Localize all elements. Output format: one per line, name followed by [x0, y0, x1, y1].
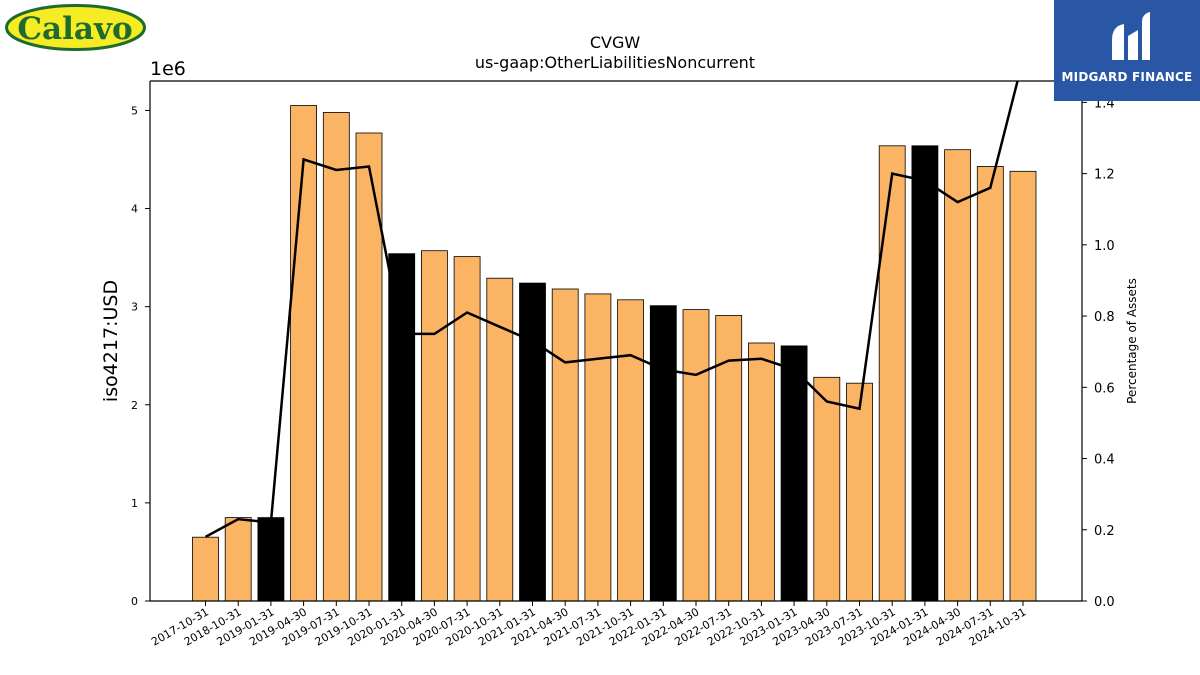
bar	[388, 253, 416, 602]
bar	[519, 282, 546, 602]
midgard-finance-emblem	[1112, 12, 1150, 60]
y2-tick-label: 0.4	[1094, 453, 1115, 468]
y2-tick-label: 0.8	[1094, 310, 1115, 325]
bar	[878, 145, 906, 602]
bar	[355, 132, 383, 602]
y-axis-label: iso4217:USD	[100, 280, 122, 402]
bar	[584, 293, 612, 602]
bar	[846, 382, 873, 602]
calavo-logo: Calavo	[5, 4, 146, 51]
bar	[453, 256, 481, 602]
bar	[290, 105, 318, 602]
y-tick-label: 3	[131, 301, 138, 314]
bar	[257, 517, 285, 602]
calavo-logo-wordmark: Calavo	[17, 11, 132, 47]
series-line	[204, 81, 1019, 538]
midgard-finance-logo: MIDGARD FINANCE	[1054, 0, 1200, 101]
bar	[1009, 170, 1037, 602]
bar	[649, 305, 677, 602]
bar	[224, 517, 252, 602]
bar	[192, 536, 219, 602]
bar	[420, 250, 448, 602]
chart-subtitle: us-gaap:OtherLiabilitiesNoncurrent	[475, 53, 755, 72]
bar	[944, 149, 971, 602]
bar	[682, 309, 710, 602]
y2-tick-label: 0.0	[1094, 595, 1115, 610]
y2-axis-label: Percentage of Assets	[1125, 278, 1139, 404]
midgard-finance-name: MIDGARD FINANCE	[1061, 70, 1193, 84]
bar	[813, 376, 841, 602]
y-tick-label: 0	[131, 595, 138, 608]
y2-tick-label: 1.0	[1094, 239, 1115, 254]
y2-tick-label: 1.2	[1094, 168, 1115, 183]
bar	[911, 145, 939, 602]
y-tick-label: 1	[131, 497, 138, 510]
bar	[617, 299, 644, 602]
bar	[486, 277, 514, 602]
bar	[551, 288, 579, 602]
calavo-logo-badge	[5, 4, 146, 51]
bar	[322, 112, 350, 602]
y-offset-label: 1e6	[150, 58, 186, 80]
chart-title: CVGW	[590, 33, 641, 52]
y2-tick-label: 0.2	[1094, 524, 1115, 539]
y-tick-label: 4	[131, 203, 138, 216]
bar	[715, 315, 743, 602]
y-tick-label: 5	[131, 104, 138, 117]
y-tick-label: 2	[131, 399, 138, 412]
bar	[780, 345, 808, 602]
bar	[748, 342, 775, 602]
y2-tick-label: 0.6	[1094, 381, 1115, 396]
bar	[976, 165, 1004, 602]
